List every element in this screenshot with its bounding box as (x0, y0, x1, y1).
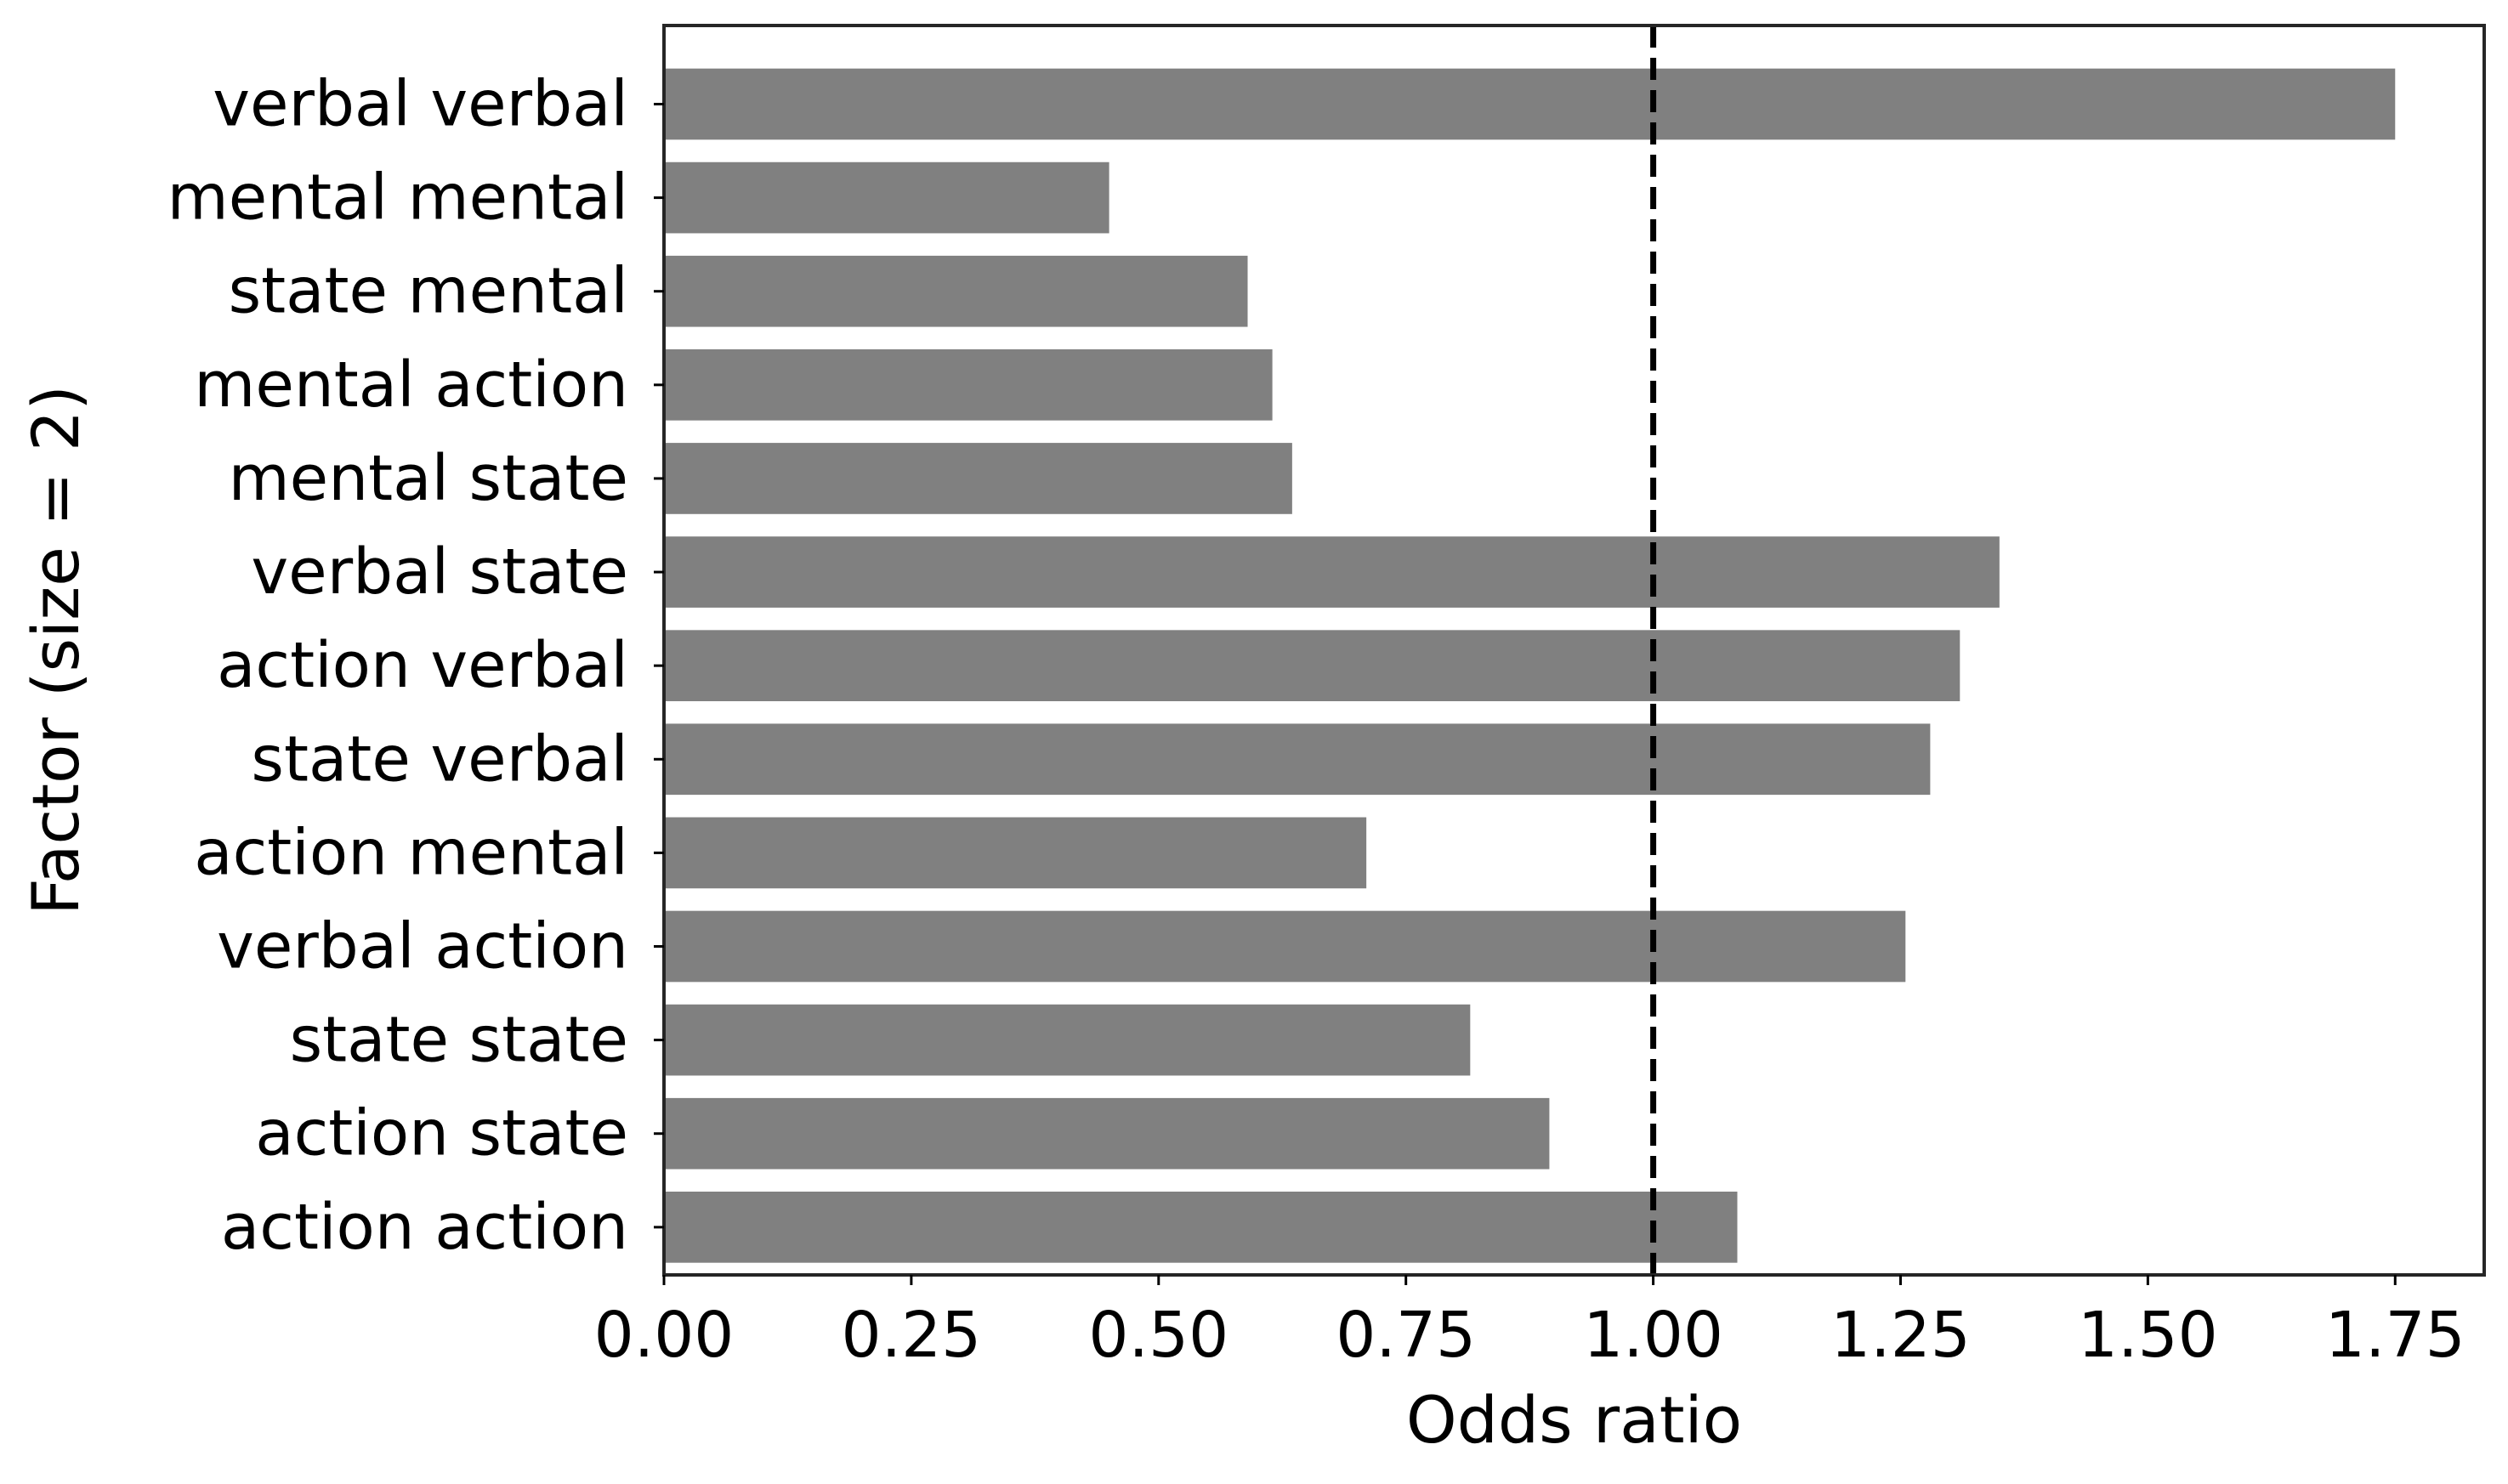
bar-state-state (664, 1004, 1471, 1076)
bar-action-verbal (664, 630, 1960, 702)
plot-frame (662, 24, 2486, 1277)
x-tick-label: 1.00 (1583, 1299, 1723, 1372)
x-tick-label: 1.25 (1830, 1299, 1971, 1372)
y-tick-label: action mental (194, 816, 628, 889)
x-tick-label: 0.25 (842, 1299, 982, 1372)
y-tick-group: verbal verbal mental mental state mental me… (167, 67, 664, 1264)
bar-mental-mental (664, 161, 1109, 234)
x-tick-label: 0.75 (1336, 1299, 1476, 1372)
x-tick-group: 0.00 0.25 0.50 0.75 1.00 1.25 1.50 1.75 (594, 1275, 2465, 1372)
bar-action-mental (664, 817, 1367, 889)
y-tick-label: state state (290, 1004, 628, 1077)
bars-group (664, 68, 2396, 1263)
bar-mental-state (664, 443, 1292, 514)
y-tick-label: verbal action (217, 910, 628, 983)
y-tick-label: action action (221, 1191, 628, 1264)
y-tick-label: verbal verbal (213, 67, 628, 140)
y-tick-label: action state (255, 1097, 628, 1170)
y-tick-label: verbal state (251, 535, 628, 609)
y-tick-label: action verbal (217, 629, 628, 702)
bar-mental-action (664, 348, 1273, 421)
bar-action-action (664, 1192, 1738, 1263)
x-tick-label: 0.50 (1088, 1299, 1228, 1372)
bar-verbal-state (664, 536, 2000, 608)
y-tick-label: mental state (229, 442, 628, 515)
y-tick-label: mental action (194, 348, 628, 422)
y-axis-label: Factor (size = 2) (18, 385, 94, 915)
y-tick-label: state verbal (251, 722, 628, 796)
bar-state-verbal (664, 723, 1931, 796)
x-tick-label: 1.50 (2078, 1299, 2218, 1372)
x-tick-label: 1.75 (2325, 1299, 2465, 1372)
y-tick-label: mental mental (167, 161, 628, 235)
bar-state-mental (664, 255, 1248, 327)
bar-verbal-action (664, 910, 1906, 983)
y-tick-label: state mental (229, 255, 628, 328)
bar-verbal-verbal (664, 68, 2396, 140)
x-tick-label: 0.00 (594, 1299, 735, 1372)
bar-action-state (664, 1097, 1550, 1170)
x-axis-label: Odds ratio (1406, 1382, 1742, 1458)
